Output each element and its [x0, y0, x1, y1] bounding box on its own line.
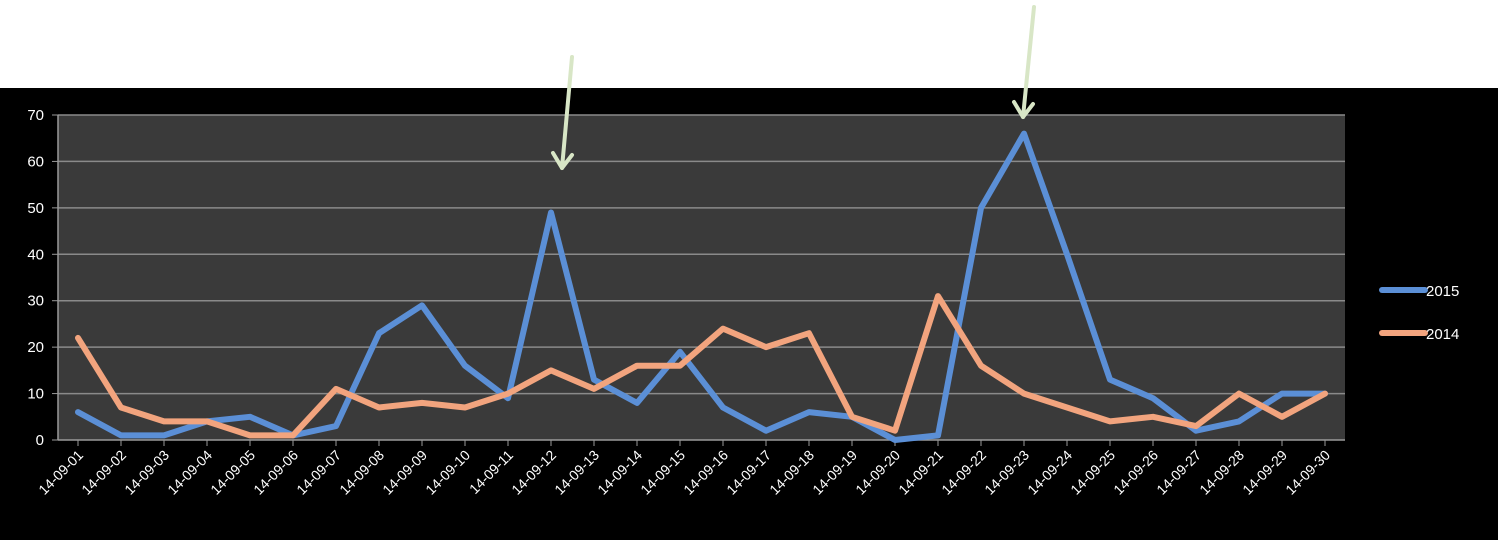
y-tick-label: 30	[27, 293, 44, 310]
plot-area	[58, 115, 1345, 440]
legend-label-2015: 2015	[1426, 283, 1459, 300]
annotation-arrow-head	[551, 151, 574, 170]
y-tick-label: 0	[36, 432, 44, 449]
series-line-2014	[75, 293, 1328, 439]
y-tick-label: 60	[27, 153, 44, 170]
y-tick-label: 20	[27, 339, 44, 356]
y-tick-label: 40	[27, 246, 44, 263]
annotations	[551, 5, 1036, 170]
y-axis: 0 10 20 30 40 50 60 70	[27, 107, 59, 449]
y-tick-label: 70	[27, 107, 44, 124]
legend: 2015 2014	[1379, 283, 1459, 343]
series-lines	[75, 130, 1328, 443]
annotation-arrow-shaft	[1021, 5, 1036, 119]
y-tick-label: 10	[27, 386, 44, 403]
annotation-arrow-head	[1012, 100, 1035, 119]
series-line-2015	[75, 130, 1328, 443]
legend-label-2014: 2014	[1426, 326, 1459, 343]
annotation-arrow-shaft	[560, 55, 574, 170]
y-tick-label: 50	[27, 200, 44, 217]
